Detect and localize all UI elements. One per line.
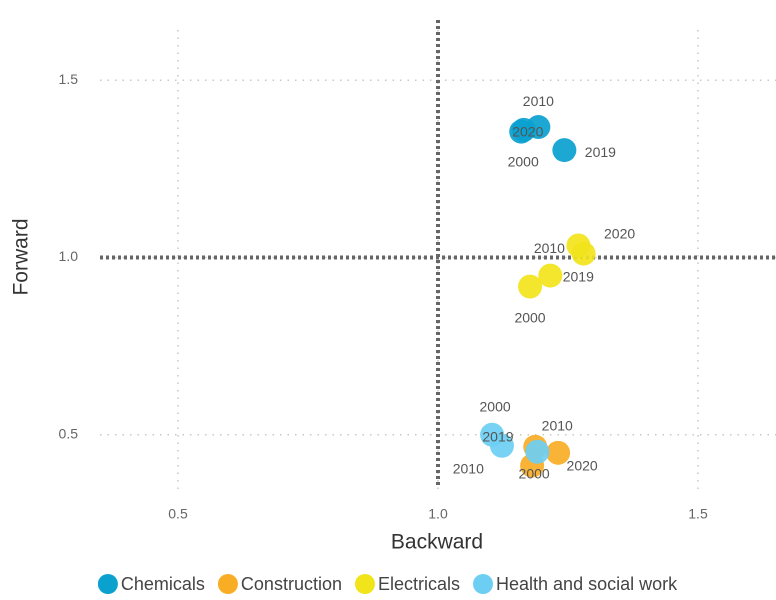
point-label: 2010 [453,460,484,476]
legend-label: Construction [241,574,342,594]
point-label: 2000 [508,153,539,169]
legend-label: Electricals [378,574,460,594]
point-label: 2020 [604,225,635,241]
point [571,241,596,266]
point-label: 2019 [482,428,513,444]
point-label: 2020 [512,124,543,140]
point [518,274,543,299]
point-label: 2010 [542,417,573,433]
point-label: 2020 [567,458,598,474]
y-tick-label: 0.5 [59,425,79,441]
point [526,115,551,140]
point [538,263,563,288]
legend-marker [473,574,494,594]
legend-marker [97,574,118,594]
point-label: 2000 [514,309,545,325]
legend-label: Chemicals [121,574,205,594]
legend-label: Health and social work [496,574,678,594]
y-tick-label: 1.0 [59,248,79,264]
point [489,433,514,458]
x-tick-label: 0.5 [168,506,188,522]
point [546,440,571,465]
x-tick-label: 1.0 [428,506,448,522]
x-axis-label: Backward [391,531,483,554]
legend-marker [354,574,375,594]
y-tick-label: 1.5 [59,71,79,87]
y-axis-label: Forward [10,218,33,295]
point [525,439,550,464]
x-tick-label: 1.5 [688,506,708,522]
legend-marker [217,574,238,594]
point-label: 2000 [480,398,511,414]
point-label: 2010 [534,240,565,256]
point-label: 2010 [523,93,554,109]
point [552,138,577,163]
point-label: 2000 [519,465,550,481]
point-label: 2019 [585,144,616,160]
point-label: 2019 [563,268,594,284]
